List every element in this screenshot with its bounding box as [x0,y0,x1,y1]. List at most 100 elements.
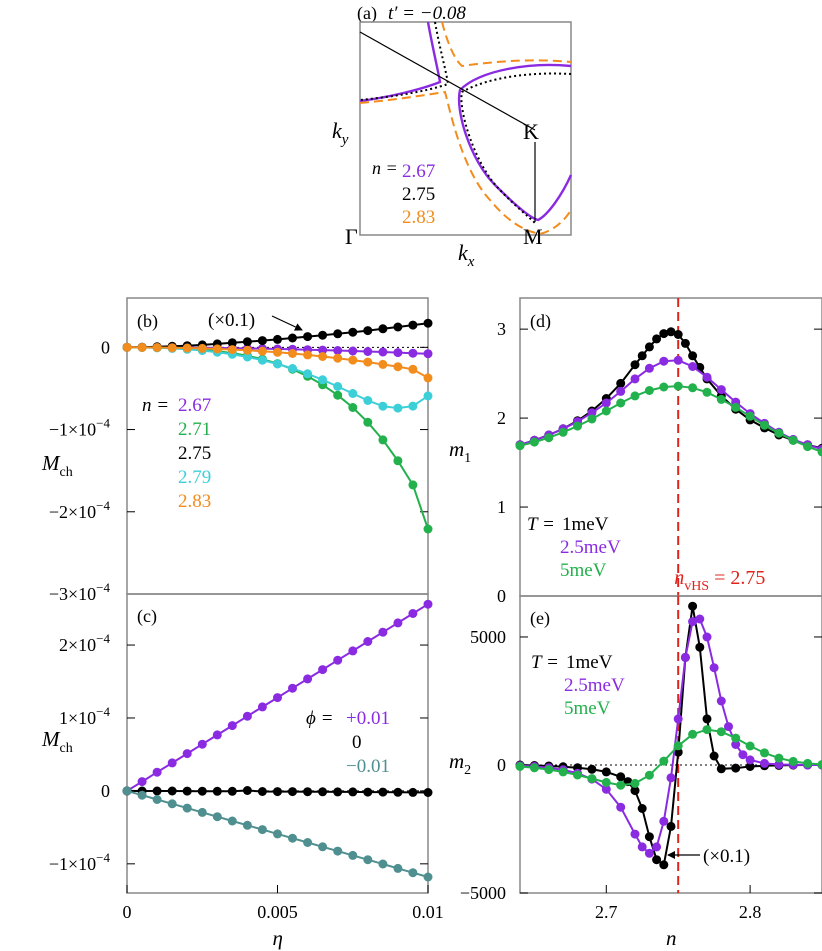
panel-e-series-5meV-point [630,778,640,788]
panel-b-series-2.79-point [257,355,267,365]
panel-d-series-5meV-point [558,427,568,437]
panel-d-series-2.5meV-point [587,408,597,418]
panel-b-series-2.83-point [333,353,343,363]
panel-b-series-2.67-point [423,349,433,359]
panel-c-legend-0: 0 [352,732,362,753]
panel-d-series-5meV-point [788,435,798,445]
panel-e-series-1meV-point [637,804,647,813]
panel-d-series-5meV-point [774,428,784,438]
panel-b-ytick-label: −2×10−4 [49,498,111,522]
panel-b-ytick-label: 0 [101,337,110,357]
panel-b: 0 −1×10−4 −2×10−4 −3×10−4 (b) Mch n = 2.67 2.71 2… [41,297,433,604]
panel-e-series-1meV-point [616,772,626,782]
panel-e-series-5meV-point [803,758,813,768]
panel-d-ytick-label: 1 [497,497,506,517]
panel-e-series-5meV-point [601,777,611,787]
panel-c-series-+0.01-point [273,693,282,703]
panel-c-series-−0.01-point [363,855,373,865]
panel-e-annotation: (×0.1) [703,846,750,867]
panel-b-series-2.71-point [363,417,373,427]
point-k-label: K [523,119,539,144]
panel-c-series-−0.01-point [423,872,433,882]
panel-e-series-1meV-point [587,764,597,774]
panel-e-series-2.5meV-point [695,614,705,624]
panel-e-series-1meV-point [659,860,669,870]
panel-e-series-2.5meV-point [616,802,626,812]
panel-b-series-2.83-point [257,346,267,356]
panel-e-series-1meV-point [731,763,741,773]
panel-d-series-5meV-point [745,411,755,421]
panel-e-series-5meV-point [702,725,712,735]
panel-b-series-2.83-point [363,357,373,367]
panel-e-label: (e) [530,608,550,629]
panel-d-series-2.5meV-line [519,359,822,451]
panel-c-series-−0.01-point [212,812,222,822]
panel-d-legend-1meV: 1meV [562,514,609,535]
panel-c-series-0-point [378,787,388,797]
panel-d-ylabel: m1 [449,437,471,466]
panel-d-series-1meV-point [666,327,676,337]
point-m-label: M [523,224,543,249]
panel-b-series-2.79-point [363,396,373,405]
panel-c-series-+0.01-point [152,767,162,777]
panel-d-series-5meV-point [544,433,554,443]
panel-b-series-2.83-point [182,343,192,353]
panel-c-series-0-point [363,787,373,797]
panel-e-series-2.5meV-point [745,755,755,765]
panel-c-series-0-point [212,786,222,796]
panel-b-ylabel: Mch [41,451,73,480]
panel-c-legend-+0.01: +0.01 [346,708,390,729]
panel-c-series-0-point [348,787,358,797]
panel-c-ytick-label: −1×10−4 [49,850,111,874]
panel-d-legend-prefix: T = [527,514,555,535]
panel-b-series-2.75-point [423,318,433,328]
panel-e-series-5meV-point [616,780,626,790]
panel-b-legend-2.75: 2.75 [178,443,211,464]
panel-d-series-5meV-point [688,383,698,393]
panel-e-series-2.5meV-point [760,758,769,768]
panel-d-ytick-label: 3 [497,319,506,339]
panel-d-series-1meV-point [630,360,640,370]
panel-e-series-1meV-point [688,601,698,611]
panel-e-series-5meV-point [659,756,669,766]
panel-e-legend-5meV: 5meV [564,698,611,719]
panel-b-legend-2.79: 2.79 [178,467,211,488]
panel-b-legend-2.71: 2.71 [178,419,211,440]
panel-b-series-2.67-point [408,348,418,358]
panel-b-series-2.71-point [348,403,358,412]
panel-d-series-1meV-point [616,378,626,388]
panel-e-series-2.5meV-point [738,750,748,760]
panel-d-series-5meV-point [616,398,626,408]
panel-c-series-−0.01-point [182,803,192,813]
panel-b-series-2.67-point [333,346,343,355]
panel-d-series-2.5meV-point [716,385,726,395]
panel-e-series-2.5meV-point [731,740,741,749]
panel-d-series-5meV-point [716,394,726,404]
panel-c-series-−0.01-point [273,829,282,839]
panel-c-series-+0.01-point [242,711,252,721]
panel-e-series-2.5meV-point [652,842,662,852]
panel-e-series-5meV-point [587,774,597,784]
panel-b-series-2.83-point [227,345,237,355]
panel-c-series-+0.01-point [288,683,297,693]
panel-d-series-2.5meV-point [601,398,611,408]
panel-c-series-−0.01-point [408,868,418,878]
panel-e-series-1meV-point [630,786,640,796]
panel-d-series-5meV-point [731,402,741,412]
panel-e-series-2.5meV-point [673,714,683,724]
panel-a-legend-2.75: 2.75 [402,184,435,205]
panel-a-label: (a) [357,3,377,24]
panel-b-series-2.83-point [152,343,162,352]
panel-e-series-1meV-point [644,832,654,842]
nvhs-label: nvHS = 2.75 [674,567,765,594]
panel-d-series-1meV-point [652,334,662,344]
panel-d-series-5meV-point [702,387,712,397]
panel-d-series-1meV-point [680,338,690,348]
panel-c-series-+0.01-point [197,739,207,749]
panel-b-series-2.75-point [303,332,313,342]
panel-b-series-2.75-point [288,333,297,343]
panel-b-series-2.83-point [318,352,328,361]
panel-d-series-5meV-point [659,382,669,392]
panel-e-series-5meV-point [774,753,784,763]
